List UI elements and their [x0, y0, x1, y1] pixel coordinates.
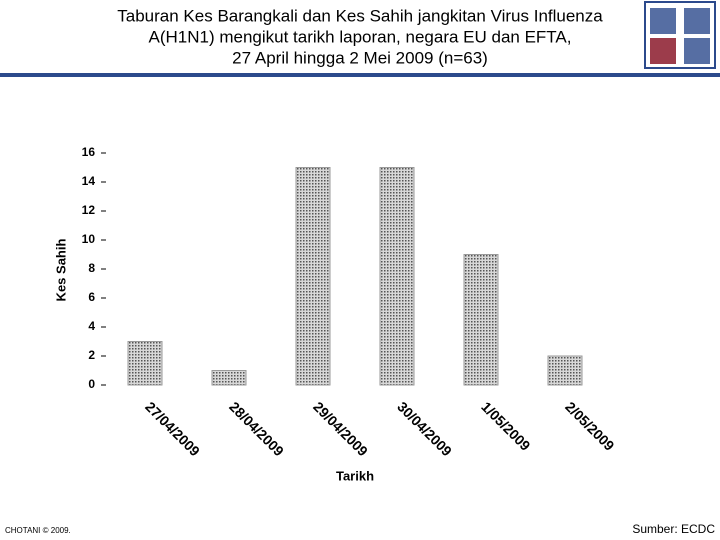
bar: [211, 370, 247, 386]
logo: [644, 1, 716, 69]
x-tick-label: 29/04/2009: [310, 398, 371, 459]
y-tick-label: 10: [82, 232, 96, 246]
y-tick-label: 6: [88, 290, 95, 304]
title-line: 27 April hingga 2 Mei 2009 (n=63): [232, 48, 488, 67]
x-tick-label: 2/05/2009: [562, 398, 618, 454]
source: Sumber: ECDC: [632, 522, 715, 536]
y-tick-label: 8: [88, 261, 95, 275]
y-tick-label: 16: [82, 145, 96, 159]
x-tick-label: 27/04/2009: [142, 398, 203, 459]
bar: [463, 254, 499, 386]
y-tick-label: 4: [88, 319, 95, 333]
title-line: A(H1N1) mengikut tarikh laporan, negara …: [149, 27, 572, 46]
x-tick-label: 30/04/2009: [394, 398, 455, 459]
credit: CHOTANI © 2009.: [5, 526, 71, 535]
bar: [547, 355, 583, 386]
x-axis-label: Tarikh: [336, 468, 374, 483]
bar: [379, 167, 415, 386]
bar: [295, 167, 331, 386]
y-tick-label: 12: [82, 203, 96, 217]
x-tick-label: 28/04/2009: [226, 398, 287, 459]
y-axis-label: Kes Sahih: [53, 239, 68, 302]
y-tick-label: 14: [82, 174, 96, 188]
y-tick-label: 2: [88, 348, 95, 362]
x-tick-label: 1/05/2009: [478, 398, 534, 454]
bar: [127, 341, 163, 386]
title-line: Taburan Kes Barangkali dan Kes Sahih jan…: [117, 6, 603, 25]
y-tick-label: 0: [88, 377, 95, 391]
